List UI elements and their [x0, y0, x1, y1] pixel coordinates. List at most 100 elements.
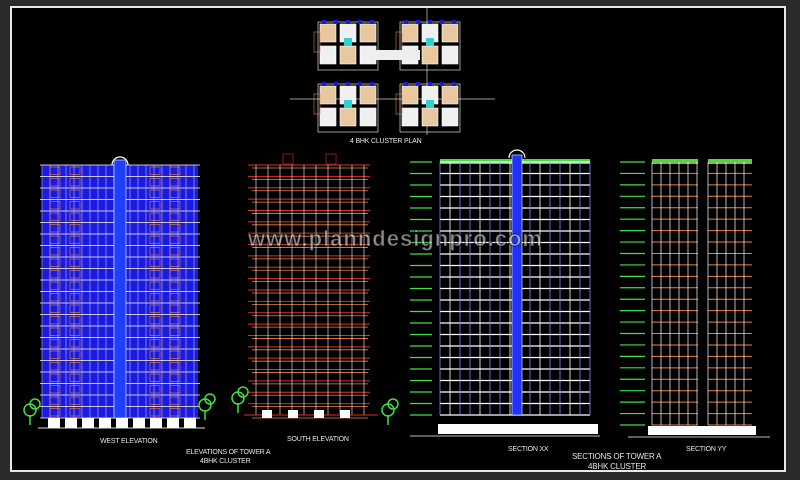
- window: [169, 362, 181, 371]
- window: [69, 281, 81, 290]
- plan-room: [401, 23, 419, 43]
- window: [69, 178, 81, 187]
- plan-room: [339, 107, 357, 127]
- window: [169, 201, 181, 210]
- plan-balcony: [313, 93, 321, 115]
- ground-arch: [314, 410, 324, 418]
- cluster-plan-title: 4 BHK CLUSTER PLAN: [350, 138, 422, 145]
- plan-column: [452, 20, 456, 24]
- window: [149, 385, 161, 394]
- window: [49, 270, 61, 279]
- section-xx-label: SECTION XX: [508, 446, 549, 453]
- window: [149, 166, 161, 175]
- ground-arch: [65, 418, 77, 428]
- plan-column: [428, 20, 432, 24]
- plan-column: [416, 20, 420, 24]
- plan-column: [416, 82, 420, 86]
- ground-arch: [184, 418, 196, 428]
- window: [169, 224, 181, 233]
- watermark: www.planndesignpro.com: [248, 226, 543, 252]
- window: [69, 408, 81, 417]
- tree-icon: [204, 393, 216, 405]
- plan-column: [334, 82, 338, 86]
- window: [169, 304, 181, 313]
- plan-room: [441, 107, 459, 127]
- sections-subtitle: 4BHK CLUSTER: [588, 462, 647, 471]
- plan-column: [370, 82, 374, 86]
- plan-room: [421, 107, 439, 127]
- plan-column: [452, 82, 456, 86]
- plan-column: [440, 20, 444, 24]
- plan-balcony: [395, 93, 403, 115]
- plan-column: [334, 20, 338, 24]
- foundation: [438, 424, 598, 434]
- ground-arch: [288, 410, 298, 418]
- window: [149, 281, 161, 290]
- south-elevation-label: SOUTH ELEVATION: [287, 436, 349, 443]
- window: [149, 212, 161, 221]
- window: [149, 247, 161, 256]
- ground-arch: [99, 418, 111, 428]
- plan-column: [358, 20, 362, 24]
- plan-room: [359, 23, 377, 43]
- dome: [508, 149, 526, 159]
- window: [49, 201, 61, 210]
- window: [169, 270, 181, 279]
- window: [149, 293, 161, 302]
- window: [149, 201, 161, 210]
- plan-column: [322, 20, 326, 24]
- window: [49, 281, 61, 290]
- window: [149, 339, 161, 348]
- window: [49, 235, 61, 244]
- window: [49, 178, 61, 187]
- window: [149, 373, 161, 382]
- plan-column: [428, 82, 432, 86]
- plan-column: [322, 82, 326, 86]
- window: [169, 350, 181, 359]
- window: [49, 189, 61, 198]
- plan-column: [346, 82, 350, 86]
- ground-arch: [82, 418, 94, 428]
- window: [49, 304, 61, 313]
- stair-head: [325, 153, 337, 165]
- plan-room: [401, 85, 419, 105]
- plan-room: [319, 85, 337, 105]
- dome: [111, 156, 129, 166]
- window: [169, 212, 181, 221]
- plan-room: [441, 45, 459, 65]
- plan-stair: [426, 38, 434, 46]
- plan-balcony: [313, 31, 321, 53]
- elevations-subtitle: 4BHK CLUSTER: [200, 458, 251, 465]
- window: [169, 281, 181, 290]
- tree-icon: [29, 398, 41, 410]
- plan-column: [370, 20, 374, 24]
- sections-title: SECTIONS OF TOWER A: [572, 452, 662, 461]
- window: [149, 189, 161, 198]
- elevations-title: ELEVATIONS OF TOWER A: [186, 449, 271, 456]
- window: [169, 396, 181, 405]
- plan-room: [441, 23, 459, 43]
- plan-column: [346, 20, 350, 24]
- window: [149, 270, 161, 279]
- window: [49, 258, 61, 267]
- window: [49, 339, 61, 348]
- window: [149, 224, 161, 233]
- window: [69, 373, 81, 382]
- window: [149, 316, 161, 325]
- plan-room: [441, 85, 459, 105]
- window: [149, 327, 161, 336]
- window: [49, 396, 61, 405]
- window: [169, 316, 181, 325]
- window: [169, 327, 181, 336]
- window: [49, 327, 61, 336]
- window: [149, 396, 161, 405]
- core-shaft: [113, 159, 127, 419]
- window: [169, 247, 181, 256]
- plan-room: [359, 85, 377, 105]
- window: [169, 408, 181, 417]
- plan-room: [319, 45, 337, 65]
- window: [69, 362, 81, 371]
- window: [69, 350, 81, 359]
- window: [149, 258, 161, 267]
- foundation: [648, 426, 756, 435]
